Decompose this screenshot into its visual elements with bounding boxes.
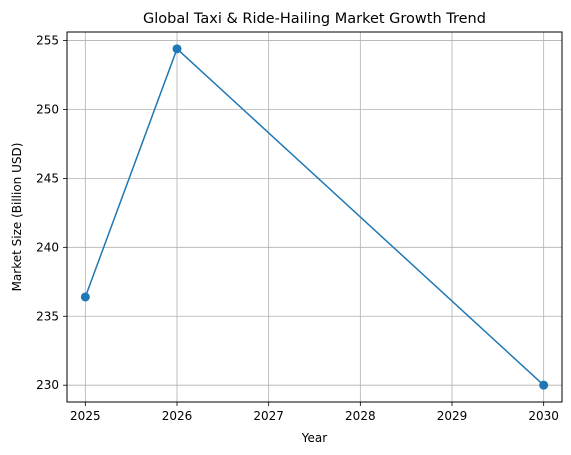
data-point <box>80 292 90 302</box>
y-axis-label: Market Size (Billion USD) <box>10 143 24 292</box>
x-tick-label: 2025 <box>70 409 101 423</box>
x-tick-label: 2028 <box>345 409 376 423</box>
data-point <box>539 380 549 390</box>
x-axis-ticks: 2025 2026 2027 2028 2029 2030 <box>70 402 559 423</box>
y-tick-label: 255 <box>36 34 59 48</box>
grid-lines <box>67 32 562 402</box>
y-tick-label: 250 <box>36 102 59 116</box>
y-axis-ticks: 230 235 240 245 250 255 <box>36 34 67 392</box>
x-tick-label: 2030 <box>528 409 559 423</box>
plot-frame <box>66 31 563 403</box>
x-axis-label: Year <box>301 431 327 445</box>
y-tick-label: 235 <box>36 309 59 323</box>
y-tick-label: 240 <box>36 240 59 254</box>
x-tick-label: 2029 <box>437 409 468 423</box>
x-tick-label: 2026 <box>162 409 193 423</box>
series-layer <box>80 44 549 390</box>
chart-title: Global Taxi & Ride-Hailing Market Growth… <box>143 11 486 27</box>
y-tick-label: 230 <box>36 378 59 392</box>
x-tick-label: 2027 <box>253 409 284 423</box>
data-point <box>172 44 182 54</box>
y-tick-label: 245 <box>36 171 59 185</box>
